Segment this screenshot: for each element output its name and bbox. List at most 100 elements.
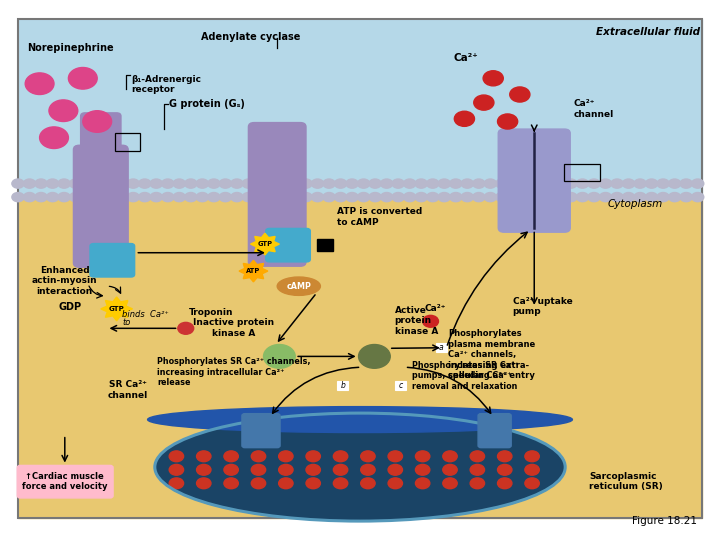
Text: Ca²⁺: Ca²⁺: [454, 53, 478, 63]
Circle shape: [220, 179, 232, 188]
Circle shape: [224, 451, 238, 462]
FancyBboxPatch shape: [248, 123, 306, 266]
Bar: [436, 343, 447, 352]
Circle shape: [485, 192, 497, 201]
Circle shape: [58, 179, 71, 188]
Circle shape: [254, 192, 266, 201]
Circle shape: [173, 192, 186, 201]
Circle shape: [40, 127, 68, 148]
Circle shape: [49, 100, 78, 122]
Circle shape: [392, 192, 405, 201]
Circle shape: [312, 179, 324, 188]
Circle shape: [388, 478, 402, 489]
Circle shape: [243, 192, 255, 201]
Circle shape: [323, 192, 336, 201]
Circle shape: [104, 179, 117, 188]
Circle shape: [423, 315, 438, 327]
Text: Ca²⁺
channel: Ca²⁺ channel: [574, 99, 614, 119]
Circle shape: [443, 464, 457, 475]
Text: ATP: ATP: [246, 268, 261, 274]
Circle shape: [646, 192, 658, 201]
Circle shape: [510, 87, 530, 102]
Circle shape: [388, 451, 402, 462]
Circle shape: [224, 464, 238, 475]
Circle shape: [443, 478, 457, 489]
Circle shape: [23, 192, 36, 201]
Circle shape: [169, 464, 184, 475]
Circle shape: [577, 192, 589, 201]
Circle shape: [359, 345, 390, 368]
Circle shape: [150, 192, 163, 201]
Circle shape: [657, 179, 670, 188]
Circle shape: [657, 192, 670, 201]
Circle shape: [611, 179, 624, 188]
Text: G protein (Gₛ): G protein (Gₛ): [169, 99, 245, 109]
Circle shape: [498, 451, 512, 462]
Circle shape: [12, 192, 24, 201]
Circle shape: [162, 179, 174, 188]
Circle shape: [485, 179, 497, 188]
Circle shape: [334, 179, 347, 188]
Circle shape: [35, 192, 48, 201]
Circle shape: [81, 192, 94, 201]
Circle shape: [115, 179, 128, 188]
Circle shape: [279, 451, 293, 462]
Circle shape: [150, 179, 163, 188]
Text: binds  Ca²⁺: binds Ca²⁺: [122, 310, 169, 319]
Circle shape: [196, 179, 209, 188]
Ellipse shape: [277, 277, 320, 295]
Circle shape: [138, 192, 151, 201]
Circle shape: [312, 192, 324, 201]
Circle shape: [438, 179, 451, 188]
Circle shape: [178, 322, 194, 334]
Text: ATP is converted
to cAMP: ATP is converted to cAMP: [337, 207, 422, 227]
Circle shape: [93, 192, 105, 201]
Circle shape: [427, 179, 439, 188]
Text: to: to: [122, 319, 131, 327]
Circle shape: [277, 192, 289, 201]
FancyBboxPatch shape: [73, 145, 128, 267]
FancyBboxPatch shape: [498, 129, 570, 232]
Circle shape: [138, 179, 151, 188]
Circle shape: [264, 345, 295, 368]
Circle shape: [361, 464, 375, 475]
Bar: [18, 197, 702, 518]
Circle shape: [47, 179, 59, 188]
Circle shape: [58, 192, 71, 201]
Circle shape: [449, 179, 462, 188]
Circle shape: [81, 179, 94, 188]
Text: ↑Cardiac muscle
force and velocity: ↑Cardiac muscle force and velocity: [22, 472, 107, 491]
Text: Enhanced
actin-myosin
interaction: Enhanced actin-myosin interaction: [32, 266, 98, 296]
Circle shape: [668, 192, 681, 201]
Circle shape: [541, 179, 554, 188]
Circle shape: [197, 451, 211, 462]
Circle shape: [306, 451, 320, 462]
Circle shape: [104, 192, 117, 201]
Circle shape: [381, 179, 393, 188]
Circle shape: [518, 179, 531, 188]
Circle shape: [473, 179, 485, 188]
FancyBboxPatch shape: [81, 113, 121, 160]
Circle shape: [577, 179, 589, 188]
Circle shape: [470, 478, 485, 489]
Text: Ca²⁺ uptake
pump: Ca²⁺ uptake pump: [513, 297, 572, 316]
Text: a: a: [439, 343, 444, 352]
Circle shape: [224, 478, 238, 489]
Circle shape: [525, 464, 539, 475]
Circle shape: [449, 192, 462, 201]
FancyBboxPatch shape: [478, 414, 511, 448]
Circle shape: [279, 464, 293, 475]
Circle shape: [565, 179, 577, 188]
Circle shape: [346, 192, 359, 201]
Circle shape: [462, 179, 474, 188]
Circle shape: [392, 179, 405, 188]
Circle shape: [415, 464, 430, 475]
Bar: [564, 164, 600, 181]
Text: cAMP: cAMP: [287, 282, 311, 291]
Circle shape: [454, 111, 474, 126]
Circle shape: [530, 192, 543, 201]
Circle shape: [554, 192, 566, 201]
Text: GTP: GTP: [109, 306, 125, 312]
Circle shape: [196, 192, 209, 201]
Circle shape: [474, 95, 494, 110]
